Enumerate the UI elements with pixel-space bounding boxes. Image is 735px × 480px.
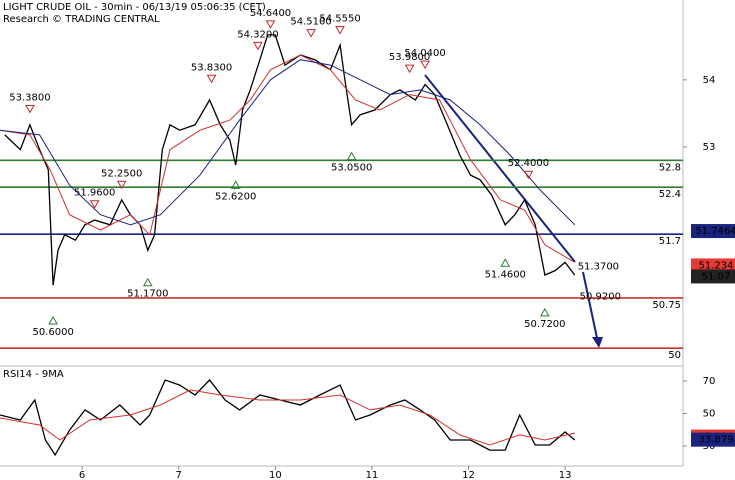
arrow-head — [592, 337, 603, 348]
annotation-label: 50.7200 — [524, 319, 565, 330]
annotation-label: 53.9800 — [389, 52, 430, 63]
annotation-label: 51.1700 — [127, 289, 168, 300]
low-marker — [48, 315, 58, 325]
y-tick-label: 54 — [703, 75, 716, 86]
annotation-label: 54.3200 — [237, 29, 278, 40]
price-box-label: 51.234 — [699, 260, 734, 271]
annotation-label: 53.3800 — [9, 92, 50, 103]
level-label: 51.7 — [659, 236, 681, 247]
annotation-label: 52.6200 — [215, 191, 256, 202]
trend-line — [424, 74, 576, 263]
high-marker — [306, 29, 316, 38]
high-marker — [89, 200, 100, 209]
annotation-label: 50.9200 — [580, 291, 621, 302]
annotation-label: 53.0500 — [331, 163, 372, 174]
high-marker — [116, 180, 127, 190]
annotation-label: 51.3700 — [578, 261, 619, 272]
annotation-label: 51.9600 — [74, 188, 115, 199]
high-marker — [206, 74, 217, 84]
level-label: 50 — [668, 350, 681, 361]
chart-subtitle: Research © TRADING CENTRAL — [3, 14, 160, 25]
series-line — [0, 59, 576, 226]
annotation-label: 54.5550 — [319, 14, 360, 25]
price-box — [691, 432, 735, 447]
price-box — [691, 258, 735, 273]
series-line — [0, 54, 576, 263]
high-marker — [25, 104, 35, 114]
y-tick-label: 50 — [703, 408, 716, 419]
high-marker — [265, 20, 276, 29]
price-box — [691, 269, 735, 284]
level-label: 50.75 — [652, 300, 681, 311]
x-tick-label: 6 — [79, 470, 85, 480]
x-tick-label: 13 — [559, 470, 572, 480]
y-tick-label: 53 — [703, 142, 716, 153]
high-marker — [420, 60, 430, 70]
x-tick-label: 11 — [366, 470, 379, 480]
low-marker — [500, 258, 511, 267]
level-label: 52.8 — [659, 162, 681, 173]
annotation-label: 54.6400 — [250, 8, 291, 19]
annotation-label: 51.4600 — [485, 269, 526, 280]
low-marker — [142, 277, 153, 287]
annotation-label: 52.2500 — [101, 168, 142, 179]
high-marker — [523, 170, 534, 180]
high-marker — [253, 41, 263, 51]
series-line — [4, 34, 576, 286]
series-line — [0, 389, 575, 446]
rsi-title: RSI14 - 9MA — [3, 369, 64, 380]
high-marker — [404, 64, 415, 74]
annotation-label: 50.6000 — [32, 327, 73, 338]
annotation-label: 52.4000 — [508, 158, 549, 169]
x-tick-label: 7 — [176, 470, 182, 480]
high-marker — [335, 26, 345, 35]
chart-title: LIGHT CRUDE OIL - 30min - 06/13/19 05:06… — [3, 2, 266, 13]
annotation-label: 54.0400 — [404, 48, 445, 59]
annotation-label: 54.5100 — [290, 17, 331, 28]
price-box-label: 33.879 — [699, 435, 734, 446]
low-marker — [230, 180, 241, 189]
price-box-label: 51.07 — [702, 271, 731, 282]
price-box — [691, 224, 735, 239]
level-label: 52.4 — [659, 189, 681, 200]
forecast-arrow — [582, 271, 598, 339]
low-marker — [346, 151, 357, 161]
y-tick-label: 70 — [703, 376, 716, 387]
x-tick-label: 10 — [269, 470, 282, 480]
x-tick-label: 12 — [462, 470, 475, 480]
price-box-label: 51.7464 — [695, 226, 735, 237]
annotation-label: 53.8300 — [191, 62, 232, 73]
low-marker — [539, 307, 550, 317]
